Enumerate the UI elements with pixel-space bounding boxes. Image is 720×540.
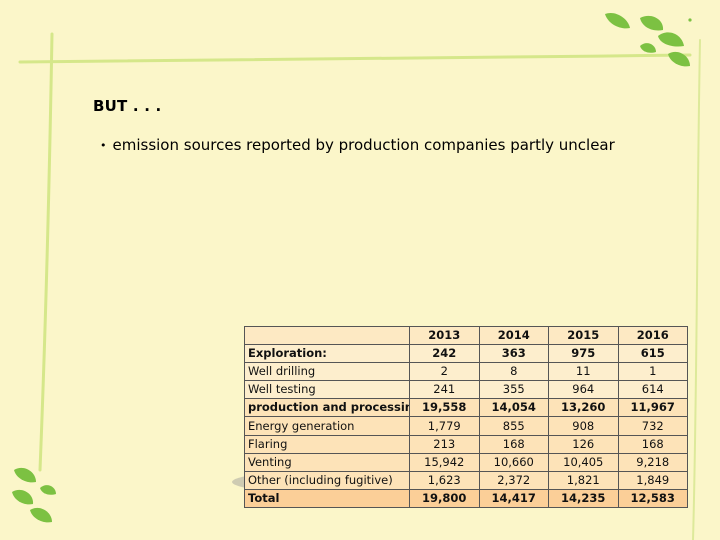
row-value: 908 xyxy=(548,416,619,436)
row-label: Venting xyxy=(244,452,410,472)
table-body: Exploration: 242 363 975 615 Well drilling 2 8 1… xyxy=(244,344,688,508)
row-value: 975 xyxy=(548,344,619,364)
leaf-icon-bottom-left xyxy=(12,467,56,523)
table-row: Well drilling 2 8 11 1 xyxy=(244,362,688,382)
row-value: 1,623 xyxy=(409,470,480,490)
row-value: 615 xyxy=(617,344,688,364)
emissions-table: 2013 2014 2015 2016 Exploration: 242 363 97… xyxy=(244,325,688,508)
row-value: 2,372 xyxy=(478,470,549,490)
row-value: 19,558 xyxy=(409,398,480,418)
row-label: Energy generation xyxy=(244,416,410,436)
row-label: Flaring xyxy=(244,434,410,454)
row-value: 10,660 xyxy=(478,452,549,472)
table-row: Energy generation 1,779 855 908 732 xyxy=(244,416,688,436)
bullet-text: emission sources reported by production … xyxy=(112,136,615,154)
row-value: 15,942 xyxy=(409,452,480,472)
table-header-row: 2013 2014 2015 2016 xyxy=(244,325,688,346)
row-value: 14,054 xyxy=(478,398,549,418)
row-value: 1,849 xyxy=(617,470,688,490)
row-value: 168 xyxy=(617,434,688,454)
row-value: 355 xyxy=(478,380,549,400)
slide-heading: BUT . . . xyxy=(93,97,162,115)
table-row: production and processing: 19,558 14,054 13… xyxy=(244,398,688,418)
row-value: 855 xyxy=(478,416,549,436)
table-header-year: 2015 xyxy=(548,325,619,346)
row-value: 8 xyxy=(478,362,549,382)
row-value: 363 xyxy=(478,344,549,364)
row-value: 12,583 xyxy=(617,488,688,508)
row-value: 732 xyxy=(617,416,688,436)
row-value: 242 xyxy=(409,344,480,364)
table-header-corner xyxy=(244,325,410,346)
row-value: 213 xyxy=(409,434,480,454)
row-value: 241 xyxy=(409,380,480,400)
table-row: Other (including fugitive) 1,623 2,372 1,82… xyxy=(244,470,688,490)
row-value: 1,821 xyxy=(548,470,619,490)
row-label: production and processing: xyxy=(244,398,410,418)
row-value: 1 xyxy=(617,362,688,382)
table-row: Flaring 213 168 126 168 xyxy=(244,434,688,454)
row-value: 126 xyxy=(548,434,619,454)
row-label: Well drilling xyxy=(244,362,410,382)
table-header-year: 2014 xyxy=(478,325,549,346)
table-header-year: 2013 xyxy=(409,325,480,346)
row-label: Well testing xyxy=(244,380,410,400)
row-value: 11,967 xyxy=(617,398,688,418)
row-value: 14,235 xyxy=(548,488,619,508)
row-value: 11 xyxy=(548,362,619,382)
row-value: 168 xyxy=(478,434,549,454)
bullet-dot-icon: • xyxy=(100,139,107,152)
leaf-icon-top-right xyxy=(605,12,692,67)
row-value: 14,417 xyxy=(478,488,549,508)
table-row: Exploration: 242 363 975 615 xyxy=(244,344,688,364)
row-label: Total xyxy=(244,488,410,508)
row-value: 13,260 xyxy=(548,398,619,418)
table-row: Venting 15,942 10,660 10,405 9,218 xyxy=(244,452,688,472)
row-value: 10,405 xyxy=(548,452,619,472)
row-value: 1,779 xyxy=(409,416,480,436)
row-value: 614 xyxy=(617,380,688,400)
row-label: Other (including fugitive) xyxy=(244,470,410,490)
table-row: Total 19,800 14,417 14,235 12,583 xyxy=(244,488,688,508)
table-row: Well testing 241 355 964 614 xyxy=(244,380,688,400)
row-value: 9,218 xyxy=(617,452,688,472)
row-label: Exploration: xyxy=(244,344,410,364)
row-value: 2 xyxy=(409,362,480,382)
row-value: 964 xyxy=(548,380,619,400)
bullet-item: • emission sources reported by production… xyxy=(100,136,615,154)
row-value: 19,800 xyxy=(409,488,480,508)
table-header-year: 2016 xyxy=(617,325,688,346)
